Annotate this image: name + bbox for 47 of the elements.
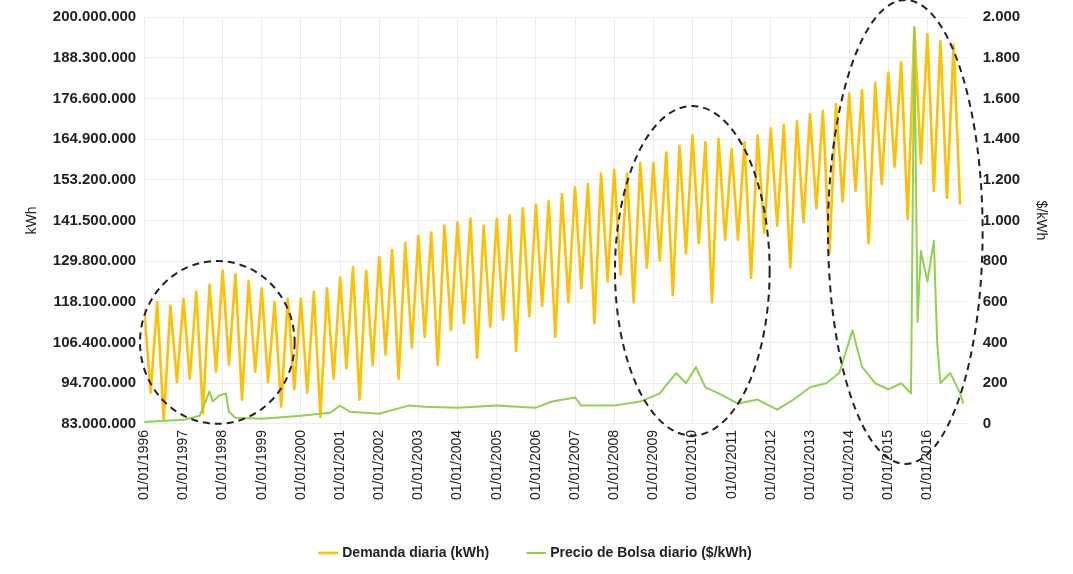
y2-tick-label: 200 [982,373,1008,391]
x-tick-label: 01/01/2009 [644,429,661,501]
x-tick-label: 01/01/2014 [840,429,857,501]
x-tick-label: 01/01/2007 [565,429,582,501]
x-tick-label: 01/01/1997 [174,429,191,501]
x-tick-label: 01/01/2013 [800,429,817,501]
y-tick-label: 164.900.000 [52,129,137,147]
y-tick-label: 153.200.000 [52,169,137,187]
y2-tick-label: 1.000 [982,210,1021,228]
y-axis-title: kWh [23,206,40,235]
x-tick-label: 01/01/1998 [213,429,230,501]
y-tick-label: 83.000.000 [61,414,137,432]
x-tick-label: 01/01/1996 [135,429,152,501]
legend-label: Demanda diaria (kWh) [342,543,490,560]
y-tick-label: 94.700.000 [61,373,137,391]
y-tick-label: 141.500.000 [52,210,137,228]
x-tick-label: 01/01/2003 [409,429,426,501]
x-tick-label: 01/01/2011 [722,429,739,499]
y2-tick-label: 800 [982,251,1008,269]
y2-tick-label: 1.400 [982,129,1021,147]
y-tick-label: 200.000.000 [52,7,137,25]
y2-tick-label: 1.600 [982,88,1021,106]
y2-tick-label: 2.000 [982,7,1021,25]
y2-axis-title: $/kWh [1033,200,1050,241]
legend-label: Precio de Bolsa diario ($/kWh) [550,543,752,560]
x-tick-label: 01/01/2006 [526,429,543,501]
x-tick-label: 01/01/2016 [918,429,935,501]
x-tick-label: 01/01/2001 [330,429,347,501]
x-tick-label: 01/01/2002 [370,429,387,501]
x-tick-label: 01/01/1999 [252,429,269,501]
y-tick-label: 129.800.000 [52,251,137,269]
y-tick-label: 118.100.000 [53,291,137,309]
y-tick-label: 176.600.000 [52,88,137,106]
x-tick-label: 01/01/2000 [291,429,308,501]
y2-tick-label: 1.800 [982,47,1021,65]
x-tick-label: 01/01/2005 [487,429,504,501]
y2-tick-label: 1.200 [982,169,1021,187]
x-tick-label: 01/01/2010 [683,429,700,501]
x-tick-label: 01/01/2015 [879,429,896,501]
y-tick-label: 188.300.000 [52,47,137,65]
x-tick-label: 01/01/2004 [448,429,465,501]
x-tick-label: 01/01/2008 [605,429,621,501]
y-tick-label: 106.400.000 [52,332,137,350]
x-tick-label: 01/01/2012 [761,429,778,501]
y2-tick-label: 400 [982,332,1008,350]
y2-tick-label: 600 [982,291,1008,309]
y2-tick-label: 0 [982,414,992,432]
